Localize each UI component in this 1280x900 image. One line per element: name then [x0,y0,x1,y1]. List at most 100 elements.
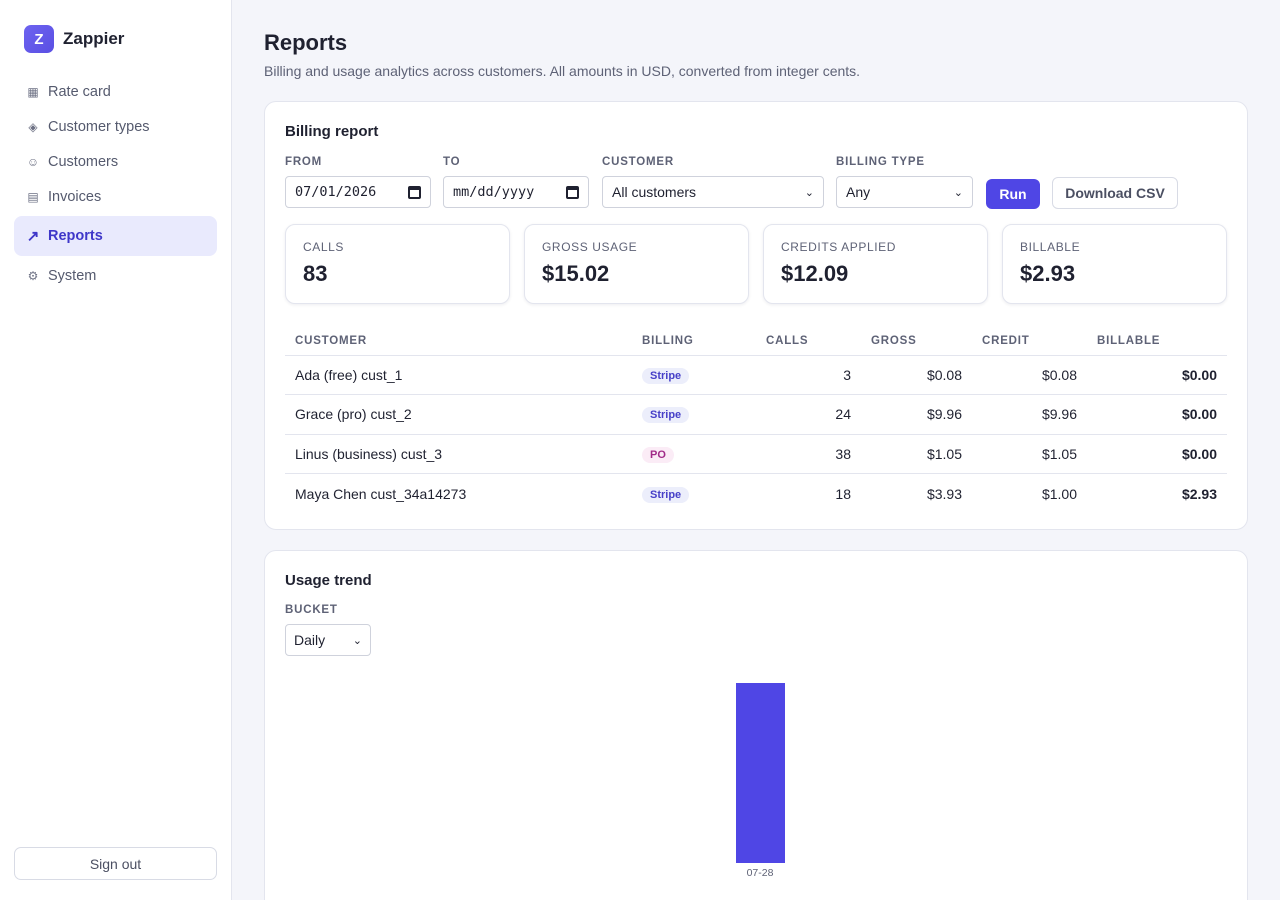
page-subtitle: Billing and usage analytics across custo… [264,63,861,79]
cell-credit: $9.96 [972,394,1087,435]
sidebar-item-label: Customers [48,153,119,170]
sidebar-item-system[interactable]: ⚙ System [14,258,217,293]
table-row: Maya Chen cust_34a14273 Stripe 18 $3.93 … [285,474,1227,514]
cell-billing: Stripe [632,474,756,514]
bucket-select[interactable]: Daily ⌄ [285,624,371,656]
table-header-row: CUSTOMER BILLING CALLS GROSS CREDIT BILL… [285,327,1227,356]
brand-logo-icon: Z [24,25,54,53]
sidebar-item-label: Customer types [48,118,150,135]
x-tick-label: 07-28 [746,867,774,879]
sidebar-item-reports[interactable]: ↗ Reports [14,216,217,256]
cell-customer: Maya Chen cust_34a14273 [295,485,467,502]
kpi-gross-usage: GROSS USAGE $15.02 [524,224,749,304]
sidebar-item-customers[interactable]: ☺ Customers [14,144,217,179]
column-header-gross: GROSS [861,327,972,356]
cell-billable: $0.00 [1087,434,1227,474]
to-date-placeholder: mm/dd/yyyy [453,184,535,200]
billing-type-select[interactable]: Any ⌄ [836,176,973,208]
bucket-select-value: Daily [294,632,326,648]
sign-out-button[interactable]: Sign out [14,847,217,880]
column-header-calls: CALLS [756,327,861,356]
sidebar-item-customer-types[interactable]: ◈ Customer types [14,109,217,144]
table-row: Linus (business) cust_3 PO 38 $1.05 $1.0… [285,434,1227,474]
billing-type-field: BILLING TYPE Any ⌄ [836,156,973,208]
kpi-value: 83 [303,261,328,286]
chevron-down-icon: ⌄ [804,186,814,199]
trend-icon: ↗ [26,228,40,245]
from-label: FROM [285,156,323,168]
calendar-icon[interactable] [408,185,421,199]
chart-bar [735,683,785,863]
chevron-down-icon: ⌄ [352,634,362,647]
cell-billable: $0.00 [1087,355,1227,395]
billing-report-card: Billing report FROM 07/01/2026 TO mm/dd/… [264,101,1248,530]
cell-calls: 3 [756,355,861,395]
customer-select[interactable]: All customers ⌄ [602,176,824,208]
cell-billing: Stripe [632,355,756,395]
cell-gross: $1.05 [861,434,972,474]
billing-badge: PO [642,446,674,463]
customer-label: CUSTOMER [602,156,674,168]
sidebar-item-label: Rate card [48,83,111,100]
sidebar-item-label: Invoices [48,188,102,205]
customer-select-value: All customers [612,184,697,200]
usage-trend-title: Usage trend [285,572,372,589]
download-csv-button[interactable]: Download CSV [1052,177,1178,209]
column-header-billing: BILLING [632,327,756,356]
to-field: TO mm/dd/yyyy [443,156,589,208]
cell-billable: $0.00 [1087,394,1227,435]
run-button[interactable]: Run [986,179,1040,209]
cell-billable: $2.93 [1181,485,1217,502]
cell-gross: $9.96 [861,394,972,435]
kpi-label: CALLS [303,240,345,254]
column-header-credit: CREDIT [972,327,1087,356]
sidebar-nav: ▦ Rate card ◈ Customer types ☺ Customers… [14,74,217,293]
to-date-input[interactable]: mm/dd/yyyy [443,176,589,208]
sidebar-item-rate-card[interactable]: ▦ Rate card [14,74,217,109]
calendar-icon[interactable] [566,185,579,199]
billing-badge: Stripe [642,367,690,384]
table-row: Grace (pro) cust_2 Stripe 24 $9.96 $9.96… [285,394,1227,435]
billing-badge: Stripe [642,486,690,503]
cell-calls: 24 [756,394,861,435]
sidebar-item-label: Reports [48,228,103,244]
cell-customer: Linus (business) cust_3 [285,434,632,474]
kpi-label: BILLABLE [1020,240,1081,254]
cell-credit: $1.05 [972,434,1087,474]
from-field: FROM 07/01/2026 [285,156,431,208]
cell-calls: 18 [835,485,851,502]
cell-credit: $1.00 [1041,485,1077,502]
kpi-value: $2.93 [1020,261,1076,286]
kpi-credits-applied: CREDITS APPLIED $12.09 [763,224,988,304]
diamond-icon: ◈ [28,119,38,134]
billing-badge: Stripe [642,407,690,424]
kpi-billable: BILLABLE $2.93 [1002,224,1227,304]
cell-calls: 38 [756,434,861,474]
billing-table: CUSTOMER BILLING CALLS GROSS CREDIT BILL… [285,327,1227,513]
kpi-value: $15.02 [542,261,610,286]
cell-billing: Stripe [632,394,756,435]
from-date-input[interactable]: 07/01/2026 [285,176,431,208]
cell-customer: Ada (free) cust_1 [285,355,632,395]
kpi-label: CREDITS APPLIED [781,240,897,254]
table-row: Ada (free) cust_1 Stripe 3 $0.08 $0.08 $… [285,355,1227,395]
billing-type-value: Any [846,184,871,200]
customer-field: CUSTOMER All customers ⌄ [602,156,824,208]
invoice-icon: ▤ [27,189,39,204]
to-label: TO [443,156,461,168]
usage-trend-card: Usage trend BUCKET Daily ⌄ 07-28 [264,550,1248,900]
chevron-down-icon: ⌄ [953,186,963,199]
column-header-customer: CUSTOMER [285,327,632,356]
billing-report-title: Billing report [285,123,379,140]
kpi-value: $12.09 [781,261,849,286]
column-header-billable: BILLABLE [1087,327,1227,356]
brand[interactable]: Z Zappier [24,25,124,53]
kpi-calls: CALLS 83 [285,224,510,304]
bucket-label: BUCKET [285,604,338,616]
kpi-label: GROSS USAGE [542,240,638,254]
cell-billing: PO [632,434,756,474]
smiley-icon: ☺ [26,154,40,169]
sidebar-item-invoices[interactable]: ▤ Invoices [14,179,217,214]
brand-name: Zappier [63,29,125,48]
grid-icon: ▦ [27,84,39,99]
